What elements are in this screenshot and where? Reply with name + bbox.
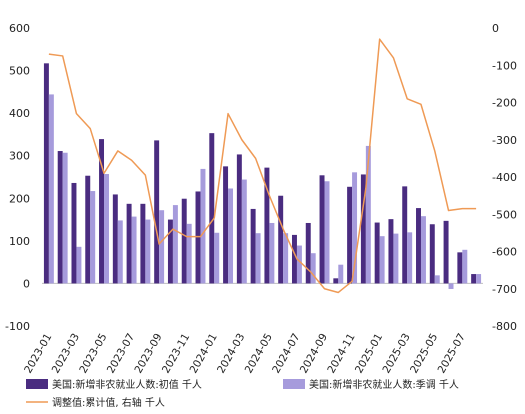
bar-seasonally-adjusted [104,174,109,284]
left-axis-tick-label: -100 [5,320,30,333]
bar-initial [154,140,160,284]
left-axis-tick-label: 500 [9,65,30,78]
bar-seasonally-adjusted [228,188,234,284]
adjustment-line [48,38,477,294]
bar-initial [278,195,284,284]
bar-initial [319,175,325,284]
bar-initial [457,252,463,284]
bar-seasonally-adjusted [269,222,275,284]
bar-initial [250,208,256,284]
bar-seasonally-adjusted [365,145,371,284]
right-axis-tick-label: 0 [492,22,499,35]
legend: 美国:新增非农就业人数:初值 千人 美国:新增非农就业人数:季调 千人 调整值:… [26,378,459,409]
bar-seasonally-adjusted [420,216,426,284]
bar-initial [429,224,435,284]
x-axis-ticks: 2023-012023-032023-052023-072023-092023-… [22,332,468,376]
bar-seasonally-adjusted [172,205,178,284]
bar-seasonally-adjusted [255,233,261,284]
bar-initial [167,219,173,284]
bar-initial [126,203,132,284]
bar-seasonally-adjusted [296,245,302,284]
bar-initial [85,175,91,284]
bar-series-group [43,63,482,289]
bar-initial [209,133,215,284]
bar-seasonally-adjusted [76,246,82,284]
bar-seasonally-adjusted [379,236,385,284]
bar-initial [181,198,187,284]
bar-initial [195,191,201,284]
right-axis-tick-label: -500 [492,208,517,221]
bar-seasonally-adjusted [48,94,54,284]
bar-initial [99,139,105,284]
left-axis-tick-label: 200 [9,192,30,205]
bar-initial [402,186,408,284]
left-axis-tick-label: 600 [9,22,30,35]
bar-seasonally-adjusted [117,220,123,284]
bar-seasonally-adjusted [476,274,482,284]
legend-label-adjustment: 调整值:累计值, 右轴 千人 [52,396,165,409]
bar-initial [374,222,380,284]
bar-seasonally-adjusted [448,283,454,289]
bar-seasonally-adjusted [407,232,413,284]
bar-initial [57,151,63,284]
bar-seasonally-adjusted [338,264,344,284]
right-axis-ticks: -800 -700 -600 -500 -400 -300 -200 -100 0 [492,22,517,333]
bar-seasonally-adjusted [200,168,206,284]
bar-seasonally-adjusted [159,210,165,284]
bar-initial [264,167,270,284]
left-axis-tick-label: 0 [23,277,30,290]
bar-initial [236,154,242,284]
bar-initial [347,186,353,284]
bar-initial [360,174,366,284]
bar-seasonally-adjusted [186,223,192,284]
x-axis-tick-label: 2025-07 [436,332,468,376]
bar-initial [140,203,146,284]
bar-initial [291,234,297,284]
left-axis-tick-label: 400 [9,107,30,120]
bar-initial [416,208,421,284]
bar-initial [43,63,49,284]
bar-seasonally-adjusted [324,181,330,284]
right-axis-tick-label: -600 [492,246,517,259]
legend-swatch-sa [283,379,305,389]
legend-label-sa: 美国:新增非农就业人数:季调 千人 [309,378,459,391]
bar-initial [223,166,229,284]
bar-seasonally-adjusted [434,275,440,284]
bar-seasonally-adjusted [283,233,289,284]
bar-seasonally-adjusted [352,172,358,284]
right-axis-tick-label: -800 [492,320,517,333]
line-series-group [48,38,477,294]
left-axis-tick-label: 100 [9,235,30,248]
bar-seasonally-adjusted [131,216,137,284]
right-axis-tick-label: -400 [492,171,517,184]
right-axis-tick-label: -300 [492,134,517,147]
right-axis-tick-label: -700 [492,283,517,296]
bar-seasonally-adjusted [62,152,68,284]
bar-initial [471,274,477,284]
bar-initial [388,219,394,284]
left-axis-tick-label: 300 [9,150,30,163]
right-axis-tick-label: -200 [492,97,517,110]
bar-seasonally-adjusted [90,191,96,284]
right-axis-tick-label: -100 [492,59,517,72]
legend-label-initial: 美国:新增非农就业人数:初值 千人 [52,378,202,391]
bar-seasonally-adjusted [214,232,220,284]
bar-initial [333,278,339,284]
legend-swatch-initial [26,379,48,389]
left-axis-ticks: -100 0 100 200 300 400 500 600 [5,22,30,333]
bar-seasonally-adjusted [462,249,468,284]
bar-seasonally-adjusted [393,233,399,284]
bar-seasonally-adjusted [310,253,316,284]
bar-initial [443,220,449,284]
bar-seasonally-adjusted [241,179,247,284]
bar-seasonally-adjusted [145,219,151,284]
bar-initial [71,182,77,284]
bar-initial [112,194,118,284]
bar-initial [305,222,311,284]
